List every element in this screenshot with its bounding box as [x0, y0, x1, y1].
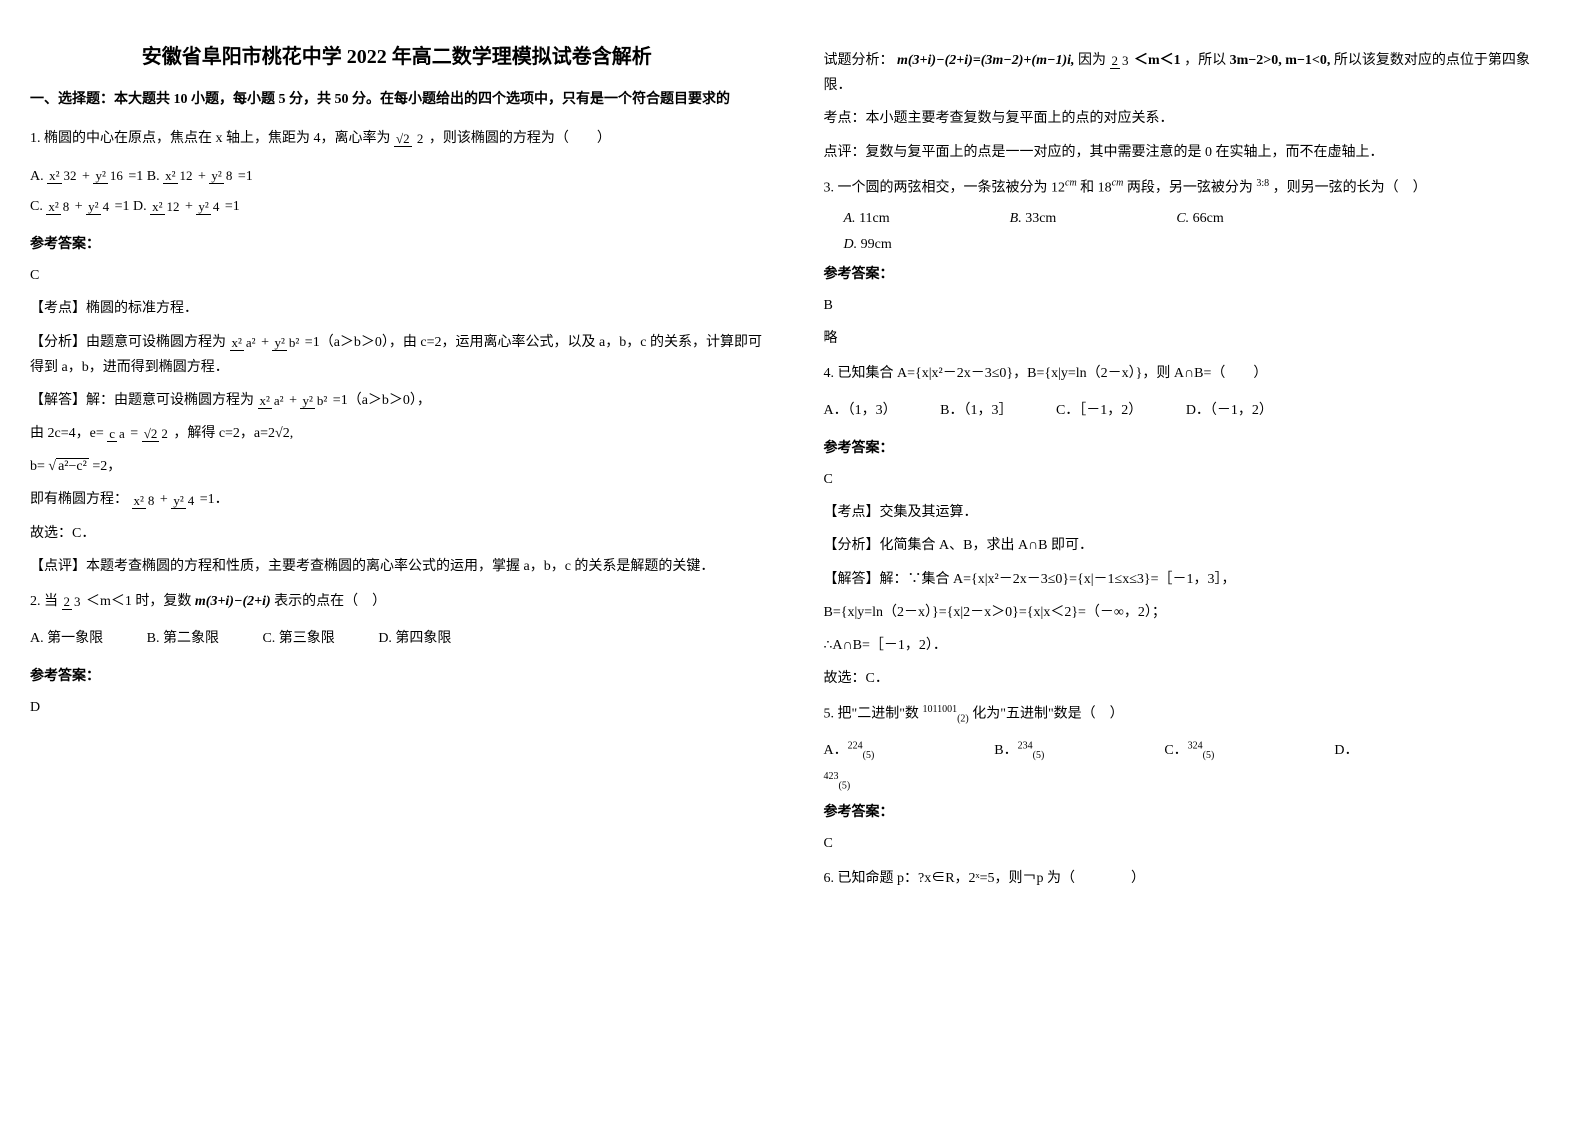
q3-answer: B [824, 293, 1558, 318]
q4-answer-label: 参考答案： [824, 437, 1558, 457]
question-4: 4. 已知集合 A={x|x²－2x－3≤0}，B={x|y=ln（2－x）}，… [824, 361, 1558, 386]
q1-optD-label: D. [133, 199, 150, 214]
q4-options: A．（1，3） B．（1，3］ C．［－1，2） D．（－1，2） [824, 396, 1558, 427]
q3-options-row1: A. 11cm B. 33cm C. 66cm [844, 211, 1558, 227]
q3-answer-label: 参考答案： [824, 263, 1558, 283]
q1-analysis: 【分析】由题意可设椭圆方程为 x²a² + y²b² =1（a＞b＞0），由 c… [30, 330, 764, 380]
q1-answer: C [30, 263, 764, 288]
q2-optC: C. 第三象限 [262, 624, 334, 655]
q5-answer: C [824, 831, 1558, 856]
q3-brief: 略 [824, 326, 1558, 351]
q3-options-row2: D. 99cm [844, 237, 1558, 253]
q1-point: 【考点】椭圆的标准方程． [30, 296, 764, 321]
question-5: 5. 把"二进制"数 1011001(2) 化为"五进制"数是（ ） [824, 701, 1558, 728]
q4-solve1: 【解答】解：∵集合 A={x|x²－2x－3≤0}={x|－1≤x≤3}=［－1… [824, 567, 1558, 592]
q4-solve3: ∴A∩B=［－1，2）． [824, 633, 1558, 658]
document-title: 安徽省阜阳市桃花中学 2022 年高二数学理模拟试卷含解析 [30, 40, 764, 69]
q1-optA-label: A. [30, 169, 47, 184]
q1-optB-label: B. [147, 169, 163, 184]
q1-optC-label: C. [30, 199, 46, 214]
question-6: 6. 已知命题 p：?x∈R，2ˣ=5，则￢p 为（ ） [824, 866, 1558, 891]
left-column: 安徽省阜阳市桃花中学 2022 年高二数学理模拟试卷含解析 一、选择题：本大题共… [0, 0, 794, 1122]
q1-options: A. x²32 + y²16 =1 B. x²12 + y²8 =1 C. x²… [30, 162, 764, 224]
question-1: 1. 椭圆的中心在原点，焦点在 x 轴上，焦距为 4，离心率为 √2 2 ，则该… [30, 126, 764, 151]
q2-answer: D [30, 695, 764, 720]
q2-answer-label: 参考答案： [30, 665, 764, 685]
q4-optA: A．（1，3） [824, 396, 897, 427]
q4-analysis: 【分析】化简集合 A、B，求出 A∩B 即可． [824, 533, 1558, 558]
q2-optD: D. 第四象限 [378, 624, 451, 655]
q2-analysis: 试题分析： m(3+i)−(2+i)=(3m−2)+(m−1)i, 因为 23 … [824, 48, 1558, 98]
q5-answer-label: 参考答案： [824, 801, 1558, 821]
q3-optA: A. 11cm [844, 211, 890, 227]
q1-solve3: b= √a²−c² =2， [30, 454, 764, 479]
q5-optD: D． [1334, 739, 1358, 761]
q4-optB: B．（1，3］ [940, 396, 1012, 427]
q1-conclusion: 故选：C． [30, 521, 764, 546]
q1-solve2: 由 2c=4，e= ca = √22 ，解得 c=2，a=2√2, [30, 421, 764, 446]
q1-answer-label: 参考答案： [30, 233, 764, 253]
q2-optB: B. 第二象限 [147, 624, 219, 655]
q3-optB: B. 33cm [1010, 211, 1057, 227]
right-column: 试题分析： m(3+i)−(2+i)=(3m−2)+(m−1)i, 因为 23 … [794, 0, 1587, 1122]
q2-optA: A. 第一象限 [30, 624, 103, 655]
q1-comment: 【点评】本题考查椭圆的方程和性质，主要考查椭圆的离心率公式的运用，掌握 a，b，… [30, 554, 764, 579]
q2-comment: 点评：复数与复平面上的点是一一对应的，其中需要注意的是 0 在实轴上，而不在虚轴… [824, 140, 1558, 165]
q2-point: 考点：本小题主要考查复数与复平面上的点的对应关系． [824, 106, 1558, 131]
q1-tail: ，则该椭圆的方程为（ ） [429, 131, 611, 146]
q3-optD: D. 99cm [844, 237, 892, 252]
question-3: 3. 一个圆的两弦相交，一条弦被分为 12cm 和 18cm 两段，另一弦被分为… [824, 175, 1558, 201]
q4-solve2: B={x|y=ln（2－x）}={x|2－x＞0}={x|x＜2}=（－∞，2）… [824, 600, 1558, 625]
q4-answer: C [824, 467, 1558, 492]
q4-point: 【考点】交集及其运算． [824, 500, 1558, 525]
q1-text: 1. 椭圆的中心在原点，焦点在 x 轴上，焦距为 4，离心率为 [30, 131, 391, 146]
q4-conclusion: 故选：C． [824, 666, 1558, 691]
q5-optA: A．224(5) [824, 739, 875, 761]
q5-optB: B．234(5) [994, 739, 1044, 761]
q5-optD-val: 423(5) [824, 771, 1558, 791]
frac-sqrt2-2: √2 2 [394, 127, 425, 150]
q4-optC: C．［－1，2） [1056, 396, 1142, 427]
q1-solve4: 即有椭圆方程： x²8 + y²4 =1． [30, 487, 764, 512]
q1-solve: 【解答】解：由题意可设椭圆方程为 x²a² + y²b² =1（a＞b＞0）， [30, 388, 764, 413]
q5-optC: C．324(5) [1164, 739, 1214, 761]
question-2: 2. 当 23 ＜m＜1 时，复数 m(3+i)−(2+i) 表示的点在（ ） [30, 589, 764, 614]
q4-optD: D．（－1，2） [1186, 396, 1273, 427]
section-1-header: 一、选择题：本大题共 10 小题，每小题 5 分，共 50 分。在每小题给出的四… [30, 89, 764, 111]
q2-options: A. 第一象限 B. 第二象限 C. 第三象限 D. 第四象限 [30, 624, 764, 655]
q5-options-row1: A．224(5) B．234(5) C．324(5) D． [824, 739, 1558, 761]
q3-optC: C. 66cm [1176, 211, 1223, 227]
